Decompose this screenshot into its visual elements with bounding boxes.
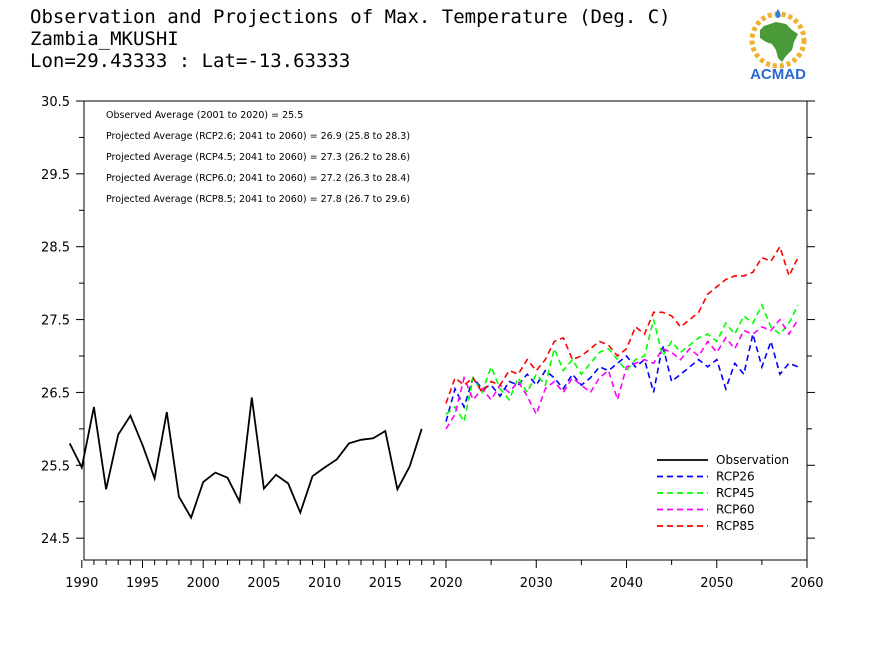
africa-sun-logo-icon: ACMAD (749, 9, 807, 83)
legend: Observation RCP26 RCP45 RCP60 RCP85 (657, 453, 789, 533)
y-tick-label: 28.5 (41, 241, 70, 256)
x-tick-label: 2040 (610, 576, 643, 591)
title-block: Observation and Projections of Max. Temp… (30, 6, 671, 72)
x-tick-label: 2005 (247, 576, 280, 591)
water-drop-icon (775, 9, 781, 18)
x-tick-label: 2000 (187, 576, 220, 591)
x-tick-label: 1990 (65, 576, 98, 591)
series-line-observation (68, 397, 423, 520)
x-tick-label: 1995 (126, 576, 159, 591)
x-tick-label: 2015 (369, 576, 402, 591)
series-line-rcp45 (445, 303, 799, 424)
y-tick-label: 27.5 (41, 314, 70, 329)
axes: 1990 1995 2000 2005 2010 2015 2020 2030 2040 2050… (41, 95, 824, 591)
series-lines (68, 244, 799, 520)
x-tick-label: 2050 (700, 576, 733, 591)
legend-label: RCP45 (716, 486, 755, 500)
legend-label: RCP26 (716, 470, 755, 484)
y-tick-label: 30.5 (41, 95, 70, 110)
chart-title: Observation and Projections of Max. Temp… (30, 6, 671, 28)
series-line-rcp60 (445, 318, 799, 430)
series-line-rcp85 (445, 244, 799, 404)
legend-label: Observation (716, 453, 789, 467)
africa-map-icon (760, 22, 798, 62)
station-name: Zambia_MKUSHI (30, 28, 179, 50)
y-tick-label: 24.5 (41, 532, 70, 547)
y-tick-label: 25.5 (41, 459, 70, 474)
legend-label: RCP85 (716, 519, 755, 533)
legend-label: RCP60 (716, 503, 755, 517)
series-line-rcp26 (445, 333, 799, 422)
stats-line: Projected Average (RCP8.5; 2041 to 2060)… (106, 194, 410, 205)
stats-line: Observed Average (2001 to 2020) = 25.5 (106, 110, 303, 121)
y-tick-label: 26.5 (41, 386, 70, 401)
stats-line: Projected Average (RCP6.0; 2041 to 2060)… (106, 173, 410, 184)
station-coordinates: Lon=29.43333 : Lat=-13.63333 (30, 50, 351, 72)
stats-line: Projected Average (RCP2.6; 2041 to 2060)… (106, 131, 410, 142)
logo-text: ACMAD (750, 66, 806, 83)
x-tick-label: 2060 (790, 576, 823, 591)
stats-line: Projected Average (RCP4.5; 2041 to 2060)… (106, 152, 410, 163)
plot-frame (83, 100, 808, 561)
x-tick-label: 2030 (520, 576, 553, 591)
x-tick-label: 2010 (308, 576, 341, 591)
x-tick-label: 2020 (429, 576, 462, 591)
y-tick-label: 29.5 (41, 168, 70, 183)
stats-annotations: Observed Average (2001 to 2020) = 25.5 Pr… (106, 110, 410, 205)
